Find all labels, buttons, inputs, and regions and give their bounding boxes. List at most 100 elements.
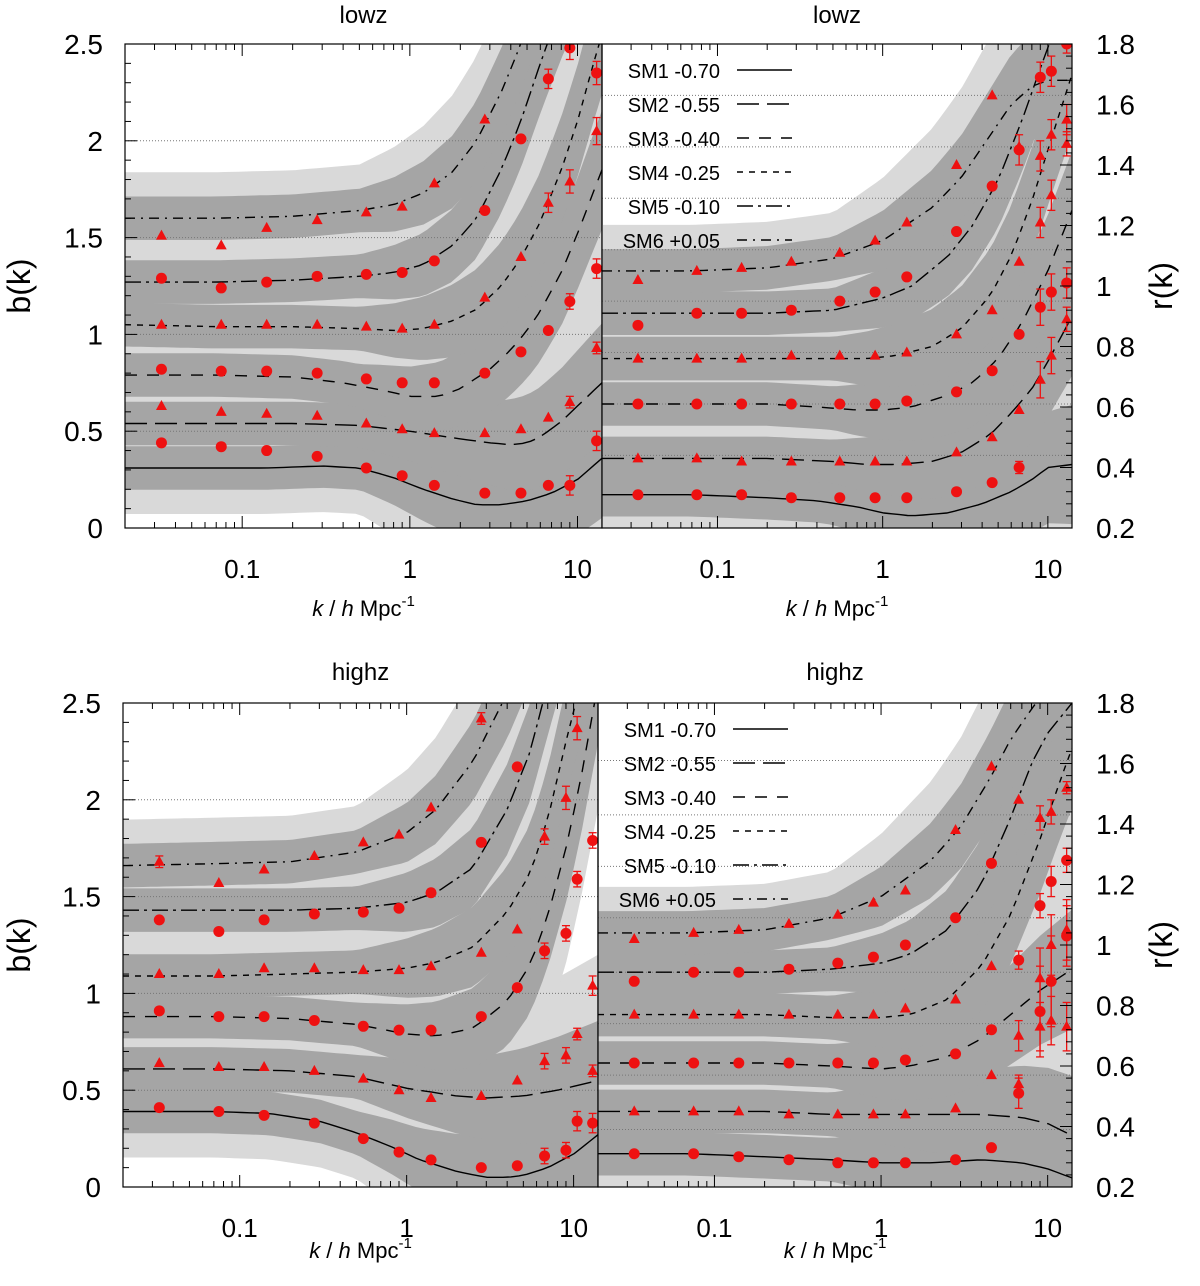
band-inner-3 (125, 110, 602, 430)
model-curve-6 (602, 79, 1072, 272)
data-point-circle (691, 489, 703, 501)
data-point-triangle (1061, 137, 1072, 148)
data-point-triangle (396, 322, 408, 333)
data-point-circle (834, 492, 846, 504)
data-point-triangle (308, 1064, 320, 1075)
y-tick-label: 1 (85, 978, 101, 1009)
y-tick-label: 1.6 (1096, 90, 1135, 121)
data-point-circle (360, 462, 372, 474)
data-point-circle (899, 1054, 911, 1066)
data-point-triangle (950, 1102, 962, 1113)
data-point-circle (564, 479, 576, 491)
data-point-circle (688, 1148, 700, 1160)
model-curve-1 (602, 463, 1072, 517)
data-point-triangle (986, 304, 998, 315)
data-point-circle (951, 386, 963, 398)
x-axis-label-k: k (786, 596, 798, 621)
data-point-triangle (475, 946, 487, 957)
model-curve-2 (125, 382, 602, 446)
panel-top-left: 0.1 1 10 0 0.5 1 1.5 2 2.5 lowz k / h Mpc-1 b(k) (1, 2, 603, 621)
data-point-circle (783, 1057, 795, 1069)
data-point-triangle (512, 649, 523, 659)
y-tick-label: 1.5 (62, 882, 101, 913)
data-point-circle (867, 1157, 879, 1169)
data-point-triangle (357, 1072, 369, 1083)
data-point-circle (869, 492, 881, 504)
data-point-triangle (428, 318, 440, 329)
data-point-triangle (213, 877, 225, 888)
x-tick-label: 0.1 (222, 1213, 258, 1243)
x-tick-label: 1 (399, 1213, 413, 1243)
data-point-triangle (688, 1105, 700, 1116)
data-point-circle (396, 470, 408, 482)
data-point-circle (311, 367, 323, 379)
data-point-triangle (215, 405, 227, 416)
data-point-triangle (869, 455, 881, 466)
data-point-triangle (475, 712, 487, 723)
data-point-circle (587, 1117, 598, 1129)
data-point-triangle (515, 250, 527, 261)
data-point-triangle (899, 884, 911, 895)
data-point-circle (785, 492, 797, 504)
x-axis-label-h: h (339, 1238, 351, 1263)
data-point-circle (396, 266, 408, 278)
data-point-triangle (155, 229, 167, 240)
data-point-triangle (783, 917, 795, 928)
legend-label-2: SM2 -0.55 (628, 95, 720, 117)
data-point-circle (428, 377, 440, 389)
data-point-circle (560, 678, 571, 689)
panel-bottom-left: 0.1 1 10 0 0.5 1 1.5 2 2.5 highz k / h Mpc-1 b(k) (1, 620, 599, 1263)
data-point-circle (785, 398, 797, 410)
x-tick-label: 0.1 (696, 1213, 732, 1243)
band-inner-2 (598, 1065, 1072, 1187)
x-tick-label: 0.1 (699, 554, 735, 584)
data-point-circle (393, 1146, 405, 1158)
y-tick-label: 0.8 (1096, 991, 1135, 1022)
data-point-triangle (258, 863, 270, 874)
x-tick-label: 0.1 (224, 554, 260, 584)
data-point-circle (542, 73, 554, 85)
data-point-circle (153, 1005, 165, 1017)
x-axis-label-sep: / (795, 1238, 813, 1263)
data-point-circle (783, 1154, 795, 1166)
x-tick-label: 10 (559, 1213, 588, 1243)
data-point-triangle (153, 1057, 165, 1068)
data-point-triangle (425, 960, 437, 971)
data-point-triangle (985, 1069, 997, 1080)
data-point-triangle (564, 175, 576, 186)
data-point-circle (1045, 875, 1057, 887)
data-point-triangle (357, 964, 369, 975)
data-point-circle (783, 963, 795, 975)
data-point-triangle (1061, 313, 1072, 324)
data-point-circle (632, 319, 644, 331)
data-point-circle (308, 1117, 320, 1129)
data-point-triangle (950, 993, 962, 1004)
y-tick-label: 0.2 (1096, 1172, 1135, 1203)
data-point-triangle (153, 855, 165, 866)
data-point-circle (393, 1024, 405, 1036)
data-point-triangle (986, 431, 998, 442)
y-tick-label: 1.4 (1096, 150, 1135, 181)
data-point-triangle (834, 246, 846, 257)
data-point-circle (733, 1151, 745, 1163)
data-point-triangle (560, 620, 571, 630)
model-curve-5 (602, 44, 1050, 314)
data-point-triangle (1034, 811, 1046, 822)
data-point-triangle (628, 932, 640, 943)
data-point-triangle (1034, 972, 1046, 983)
data-point-triangle (311, 318, 323, 329)
data-point-circle (475, 836, 487, 848)
y-tick-label: 1 (1096, 930, 1112, 961)
legend-label-4: SM4 -0.25 (624, 822, 716, 844)
data-point-circle (691, 398, 703, 410)
x-axis-label-sep: / (797, 596, 815, 621)
data-point-triangle (261, 318, 273, 329)
x-tick-label: 1 (403, 554, 417, 584)
data-point-triangle (1045, 805, 1057, 816)
data-point-circle (985, 1142, 997, 1154)
data-point-triangle (1034, 149, 1046, 160)
x-axis-label-unit: Mpc (360, 596, 402, 621)
data-point-triangle (258, 1060, 270, 1071)
x-tick-label: 10 (1033, 1213, 1062, 1243)
data-point-circle (632, 489, 644, 501)
